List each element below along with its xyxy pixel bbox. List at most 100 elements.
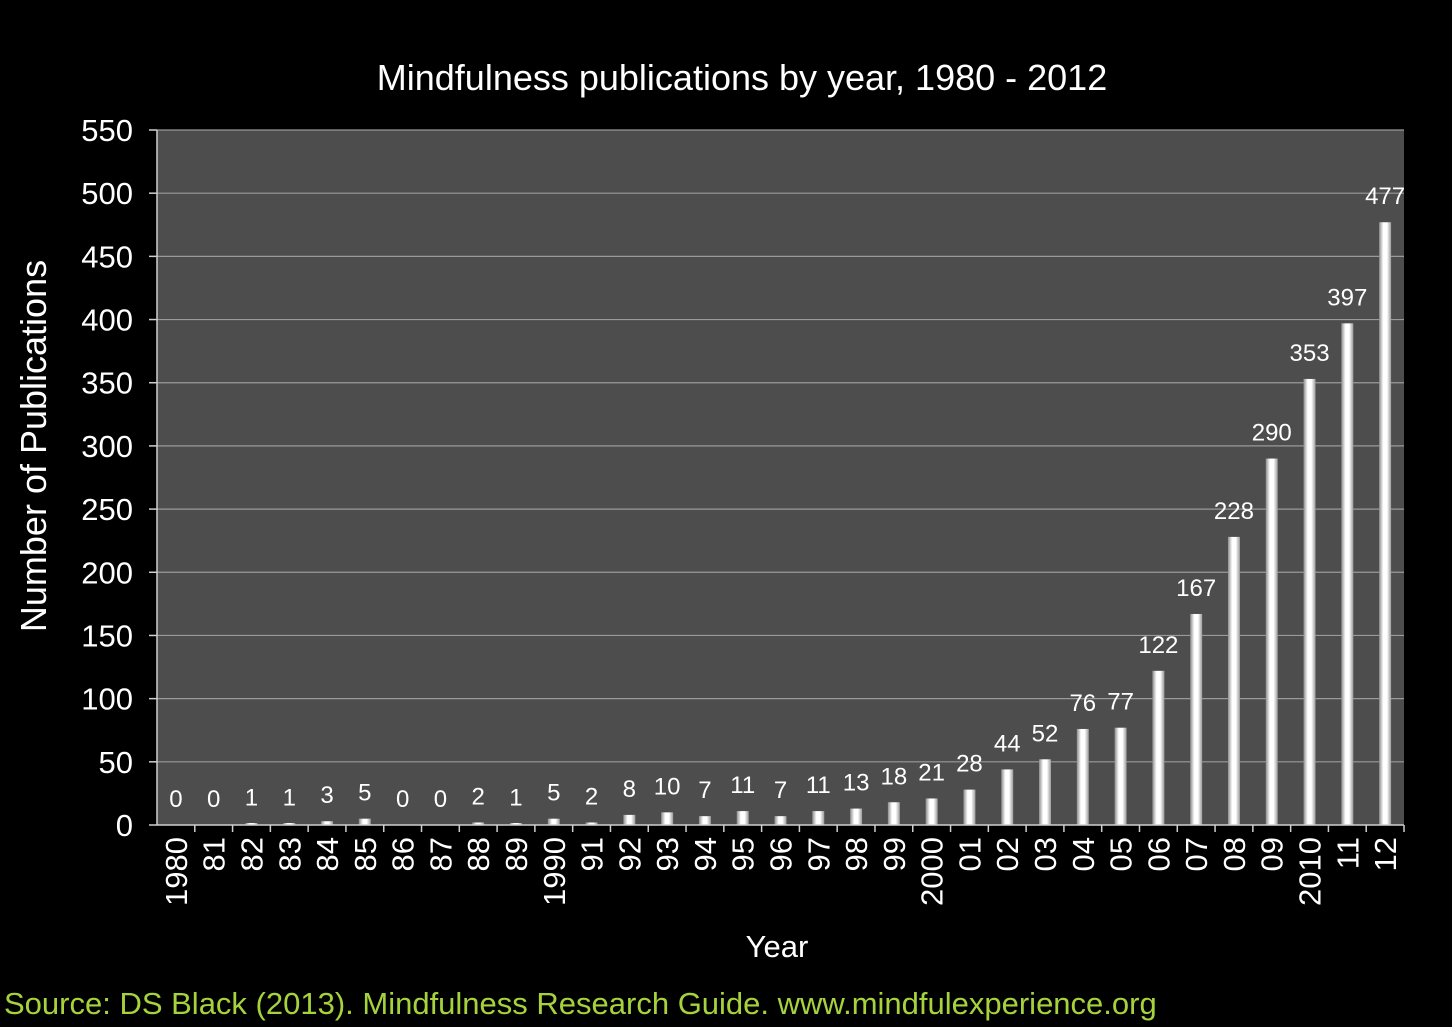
x-tick-label: 92	[612, 837, 647, 871]
data-label: 11	[730, 772, 755, 799]
data-label: 18	[881, 763, 908, 790]
data-label: 2	[585, 783, 598, 810]
x-tick-labels: 1980 81 82 83 84 85 86 87 88 89 1990 91 92 93 94 95 96 97…	[159, 837, 1403, 906]
data-label: 228	[1214, 498, 1254, 525]
x-tick-label: 08	[1217, 837, 1252, 871]
y-tick-label: 50	[99, 745, 133, 780]
bar-89	[509, 823, 522, 825]
x-tick-label: 1990	[537, 837, 572, 906]
bar-2000	[925, 798, 938, 825]
y-tick-label: 550	[81, 113, 133, 148]
x-tick-label: 1980	[159, 837, 194, 906]
data-label: 44	[994, 730, 1021, 757]
x-tick-label: 91	[575, 837, 610, 871]
x-tick-label: 89	[499, 837, 534, 871]
y-tick-label: 300	[81, 429, 133, 464]
data-label: 76	[1069, 690, 1096, 717]
x-tick-label: 88	[461, 837, 496, 871]
y-tick-label: 400	[81, 303, 133, 338]
x-axis-title: Year	[746, 929, 809, 964]
bar-91	[585, 822, 598, 825]
data-label: 77	[1107, 689, 1134, 716]
x-tick-label: 01	[952, 837, 987, 871]
x-tick-label: 05	[1104, 837, 1139, 871]
data-label: 290	[1252, 420, 1292, 447]
gridlines	[149, 129, 1405, 832]
x-tick-label: 11	[1330, 837, 1365, 869]
y-tick-label: 100	[81, 682, 133, 717]
y-tick-label: 250	[81, 492, 133, 527]
x-tick-label: 12	[1368, 837, 1403, 871]
y-axis-title: Number of Publications	[13, 260, 54, 632]
bar-98	[850, 808, 863, 825]
plot-area	[157, 130, 1404, 825]
x-tick-label: 04	[1066, 837, 1101, 871]
x-tick-label: 06	[1141, 837, 1176, 871]
x-tick-label: 98	[839, 837, 874, 871]
bar-12	[1379, 222, 1392, 825]
data-label: 11	[806, 772, 831, 799]
bar-94	[698, 816, 711, 825]
data-label: 13	[843, 770, 870, 797]
data-label: 7	[774, 777, 787, 804]
data-label: 5	[547, 780, 560, 807]
bar-05	[1114, 727, 1127, 825]
x-tick-label: 09	[1255, 837, 1290, 871]
data-label: 52	[1032, 720, 1059, 747]
x-tick-label: 95	[726, 837, 761, 871]
x-tick-label: 81	[197, 837, 232, 871]
data-label: 1	[509, 785, 522, 812]
bar-96	[774, 816, 787, 825]
bars	[245, 222, 1392, 825]
x-tick-label: 2000	[915, 837, 950, 906]
x-tick-label: 82	[234, 837, 269, 871]
bar-01	[963, 789, 976, 825]
bar-11	[1341, 323, 1354, 825]
axes	[156, 130, 1404, 826]
chart-title: Mindfulness publications by year, 1980 -…	[377, 57, 1107, 98]
y-tick-label: 0	[116, 808, 133, 843]
x-tick-label: 99	[877, 837, 912, 871]
data-label: 8	[623, 776, 636, 803]
x-tick-label: 93	[650, 837, 685, 871]
bar-07	[1190, 613, 1203, 825]
data-label: 353	[1290, 340, 1330, 367]
x-tick-label: 96	[764, 837, 799, 871]
bar-04	[1076, 728, 1089, 825]
bar-82	[245, 823, 258, 825]
x-tick-label: 86	[386, 837, 421, 871]
bar-85	[358, 818, 371, 825]
x-tick-label: 97	[801, 837, 836, 871]
bar-93	[661, 812, 674, 825]
bar-92	[623, 814, 636, 825]
data-label: 21	[918, 759, 945, 786]
bar-03	[1039, 759, 1052, 825]
data-label: 477	[1365, 183, 1405, 210]
data-label: 2	[472, 783, 485, 810]
data-label: 0	[169, 786, 182, 813]
data-label: 3	[320, 782, 333, 809]
y-tick-label: 500	[81, 176, 133, 211]
bar-88	[472, 822, 485, 825]
bar-95	[736, 811, 749, 825]
data-label: 5	[358, 780, 371, 807]
y-tick-label: 200	[81, 555, 133, 590]
bar-09	[1265, 458, 1278, 825]
x-tick-label: 2010	[1293, 837, 1328, 906]
bar-08	[1227, 536, 1240, 825]
source-citation: Source: DS Black (2013). Mindfulness Res…	[4, 986, 1157, 1021]
x-tick-label: 84	[310, 837, 345, 871]
data-label: 167	[1176, 575, 1216, 602]
x-tick-label: 94	[688, 837, 723, 871]
y-tick-label: 450	[81, 239, 133, 274]
data-label: 28	[956, 751, 983, 778]
data-label: 10	[654, 773, 681, 800]
x-tick-label: 85	[348, 837, 383, 871]
data-label: 397	[1327, 284, 1367, 311]
data-label: 1	[245, 785, 258, 812]
x-tick-label: 03	[1028, 837, 1063, 871]
x-tick-label: 07	[1179, 837, 1214, 871]
